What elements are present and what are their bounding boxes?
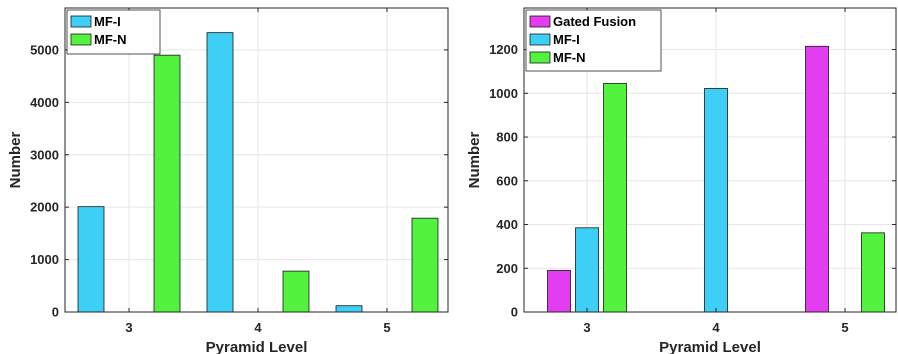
y-axis-label: Number xyxy=(466,132,483,189)
y-tick-label: 200 xyxy=(496,261,518,276)
y-tick-label: 5000 xyxy=(30,42,59,57)
bar-mf-n-level-3 xyxy=(603,83,627,313)
legend-swatch xyxy=(70,33,92,46)
x-tick-label: 5 xyxy=(841,320,848,335)
bar-mf-i-level-3 xyxy=(77,206,105,313)
axes-box xyxy=(523,7,897,313)
bar-mf-i-level-4 xyxy=(704,88,728,313)
legend-swatch xyxy=(529,33,551,46)
bar-mf-i-level-3 xyxy=(575,227,599,313)
bar-mf-n-level-5 xyxy=(861,232,885,313)
bar-gated-fusion-level-3 xyxy=(547,270,571,313)
axes-box xyxy=(64,7,449,313)
y-tick-label: 0 xyxy=(511,305,518,320)
x-tick-label: 3 xyxy=(583,320,590,335)
legend-swatch xyxy=(529,51,551,64)
y-axis-label: Number xyxy=(7,132,24,189)
y-tick-label: 2000 xyxy=(30,200,59,215)
legend-label: MF-I xyxy=(94,14,121,29)
chart-panel-2: 0 200 400 600 800 1000 1200 3 4 5 Pyramid Level Num… xyxy=(466,7,897,354)
legend-swatch xyxy=(70,15,92,28)
y-tick-label: 3000 xyxy=(30,147,59,162)
legend: Gated Fusion MF-I MF-N xyxy=(525,9,662,72)
y-tick-label: 400 xyxy=(496,217,518,232)
x-tick-label: 4 xyxy=(712,320,720,335)
x-tick-label: 5 xyxy=(383,320,390,335)
bar-mf-n-level-4 xyxy=(282,270,310,313)
y-tick-label: 0 xyxy=(52,305,59,320)
bar-mf-i-level-4 xyxy=(206,32,234,313)
bar-mf-n-level-5 xyxy=(411,217,439,313)
legend-label: MF-N xyxy=(94,32,127,47)
legend: MF-I MF-N xyxy=(66,9,161,55)
y-tick-label: 600 xyxy=(496,173,518,188)
bar-gated-fusion-level-5 xyxy=(805,45,829,313)
x-axis-label: Pyramid Level xyxy=(659,339,761,354)
x-axis-label: Pyramid Level xyxy=(206,339,308,354)
y-tick-label: 4000 xyxy=(30,95,59,110)
bar-mf-i-level-5 xyxy=(335,305,363,313)
bar-mf-n-level-3 xyxy=(153,54,181,313)
legend-label: Gated Fusion xyxy=(553,14,636,29)
x-tick-label: 3 xyxy=(125,320,132,335)
x-tick-label: 4 xyxy=(254,320,262,335)
y-tick-label: 800 xyxy=(496,130,518,145)
legend-label: MF-I xyxy=(553,32,580,47)
y-tick-label: 1000 xyxy=(489,86,518,101)
legend-label: MF-N xyxy=(553,50,586,65)
chart-panel-1: 0 1000 2000 3000 4000 5000 3 4 5 Pyramid Level Num… xyxy=(7,7,449,354)
y-tick-label: 1000 xyxy=(30,252,59,267)
y-tick-label: 1200 xyxy=(489,42,518,57)
legend-swatch xyxy=(529,15,551,28)
